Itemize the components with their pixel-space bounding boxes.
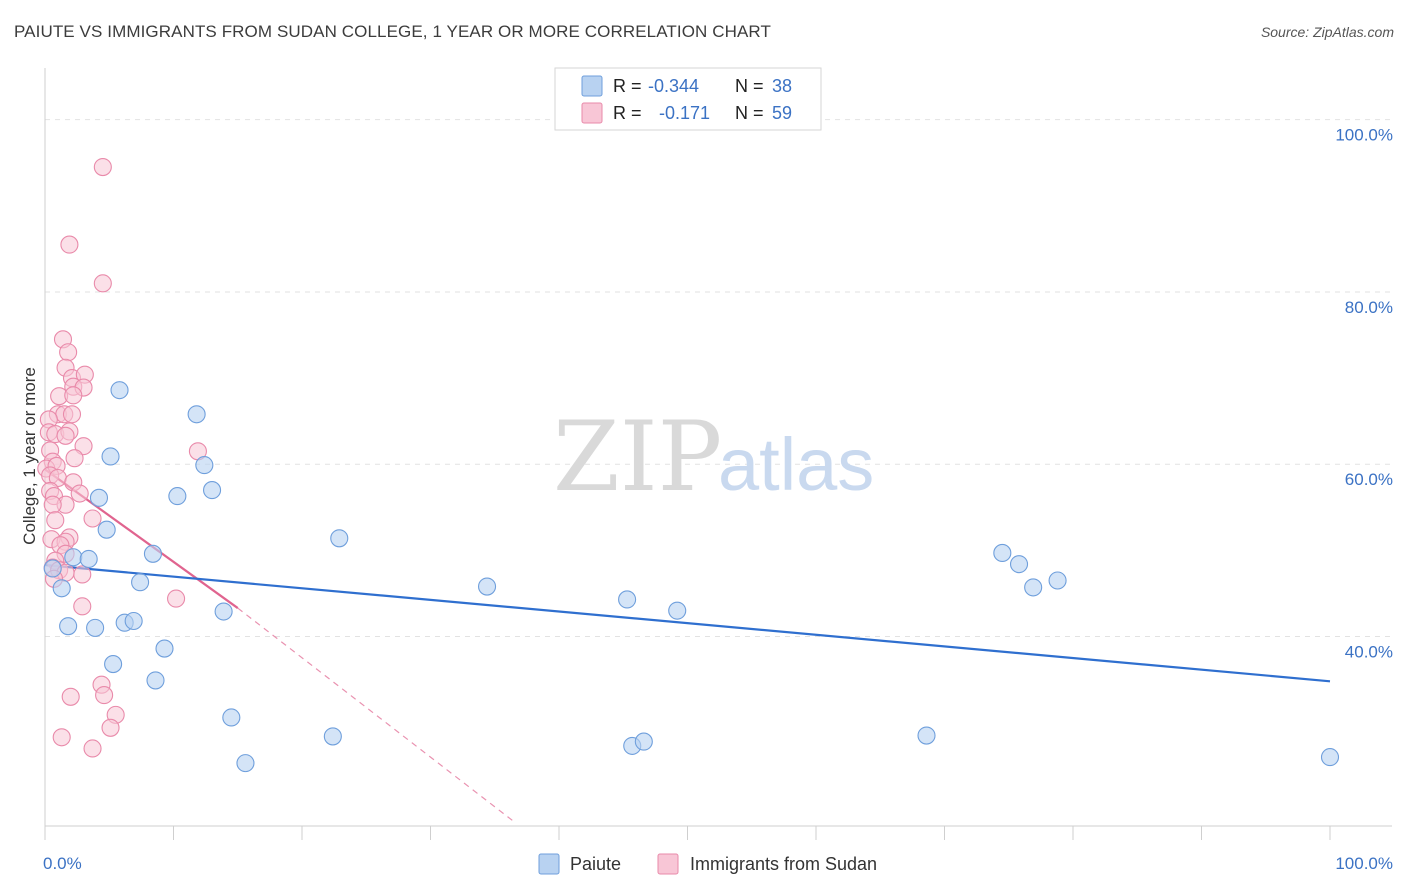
- paiute-trend-line: [44, 563, 1331, 683]
- legend-n-label: N =: [735, 103, 764, 123]
- paiute-point: [101, 447, 120, 466]
- paiute-point: [1024, 578, 1043, 597]
- paiute-point: [104, 655, 123, 674]
- paiute-point: [634, 732, 653, 751]
- paiute-point: [917, 726, 936, 745]
- x-tick-label-min: 0.0%: [43, 854, 82, 873]
- x-axis-ticks: [44, 826, 1331, 840]
- sudan-point: [73, 565, 92, 584]
- series-legend: Paiute Immigrants from Sudan: [538, 853, 877, 875]
- y-tick-label: 80.0%: [1345, 298, 1393, 317]
- sudan-point: [62, 405, 82, 424]
- gridlines: [45, 119, 1392, 637]
- paiute-point: [330, 529, 349, 548]
- paiute-point: [477, 577, 497, 596]
- sudan-point: [93, 274, 112, 293]
- watermark: ZIP atlas: [553, 401, 874, 513]
- x-tick-label-max: 100.0%: [1335, 854, 1393, 873]
- paiute-point: [131, 573, 150, 592]
- paiute-point: [1320, 748, 1340, 767]
- paiute-point: [146, 671, 165, 690]
- source-credit: Source: ZipAtlas.com: [1260, 24, 1394, 40]
- legend-r-label: R =: [613, 103, 642, 123]
- y-axis-label: College, 1 year or more: [20, 367, 39, 545]
- y-tick-label: 100.0%: [1335, 126, 1393, 145]
- paiute-point: [168, 487, 187, 506]
- y-tick-label: 40.0%: [1345, 643, 1393, 662]
- series-legend-swatch-sudan: [657, 853, 679, 875]
- sudan-point: [59, 343, 78, 362]
- sudan-point: [70, 484, 89, 503]
- watermark-zip: ZIP: [553, 401, 722, 513]
- watermark-atlas: atlas: [718, 423, 874, 506]
- trend-lines: [44, 468, 1331, 823]
- paiute-point: [222, 708, 241, 727]
- legend-swatch-sudan: [581, 102, 603, 124]
- y-tick-labels: 40.0% 60.0% 80.0% 100.0%: [1335, 126, 1393, 662]
- paiute-point: [59, 617, 78, 636]
- y-tick-label: 60.0%: [1345, 470, 1393, 489]
- paiute-points: [43, 381, 1340, 773]
- legend-r-value: -0.171: [659, 103, 710, 123]
- sudan-point: [60, 235, 79, 254]
- paiute-point: [89, 488, 109, 507]
- paiute-point: [195, 456, 214, 475]
- sudan-trend-extension: [237, 607, 515, 823]
- paiute-point: [1009, 555, 1029, 574]
- sudan-point: [43, 495, 62, 514]
- chart-title: PAIUTE VS IMMIGRANTS FROM SUDAN COLLEGE,…: [14, 22, 771, 41]
- paiute-point: [187, 405, 206, 424]
- paiute-point: [97, 520, 116, 539]
- legend-swatch-paiute: [581, 75, 603, 97]
- series-legend-swatch-paiute: [538, 853, 560, 875]
- sudan-point: [74, 437, 93, 456]
- paiute-point: [323, 727, 342, 746]
- sudan-point: [46, 511, 65, 530]
- sudan-point: [101, 718, 120, 737]
- sudan-point: [167, 589, 186, 608]
- sudan-point: [52, 728, 71, 747]
- paiute-point: [155, 639, 174, 658]
- legend-n-value: 38: [772, 76, 792, 96]
- paiute-point: [993, 543, 1012, 562]
- paiute-point: [668, 601, 687, 620]
- sudan-point: [61, 687, 80, 706]
- sudan-point: [83, 509, 102, 528]
- sudan-point: [83, 739, 102, 758]
- sudan-points: [37, 158, 207, 758]
- sudan-point: [93, 158, 112, 177]
- legend-r-label: R =: [613, 76, 642, 96]
- sudan-point: [56, 426, 75, 445]
- paiute-point: [124, 611, 143, 631]
- sudan-point: [95, 686, 114, 705]
- series-legend-label-paiute: Paiute: [570, 854, 621, 874]
- legend-n-value: 59: [772, 103, 792, 123]
- paiute-point: [203, 481, 222, 500]
- paiute-point: [43, 559, 62, 578]
- paiute-point: [618, 590, 637, 609]
- paiute-point: [86, 618, 105, 637]
- paiute-point: [64, 548, 83, 567]
- legend-n-label: N =: [735, 76, 764, 96]
- series-legend-label-sudan: Immigrants from Sudan: [690, 854, 877, 874]
- paiute-point: [236, 754, 255, 773]
- sudan-point: [73, 597, 92, 616]
- paiute-point: [110, 381, 129, 400]
- paiute-point: [79, 549, 98, 569]
- legend-r-value: -0.344: [648, 76, 699, 96]
- sudan-point: [64, 386, 83, 405]
- correlation-legend: R = -0.344 N = 38 R = -0.171 N = 59: [554, 67, 822, 131]
- paiute-point: [1048, 571, 1067, 590]
- paiute-point: [214, 602, 233, 621]
- paiute-point: [143, 544, 162, 563]
- sudan-point: [65, 449, 84, 468]
- paiute-point: [52, 579, 71, 598]
